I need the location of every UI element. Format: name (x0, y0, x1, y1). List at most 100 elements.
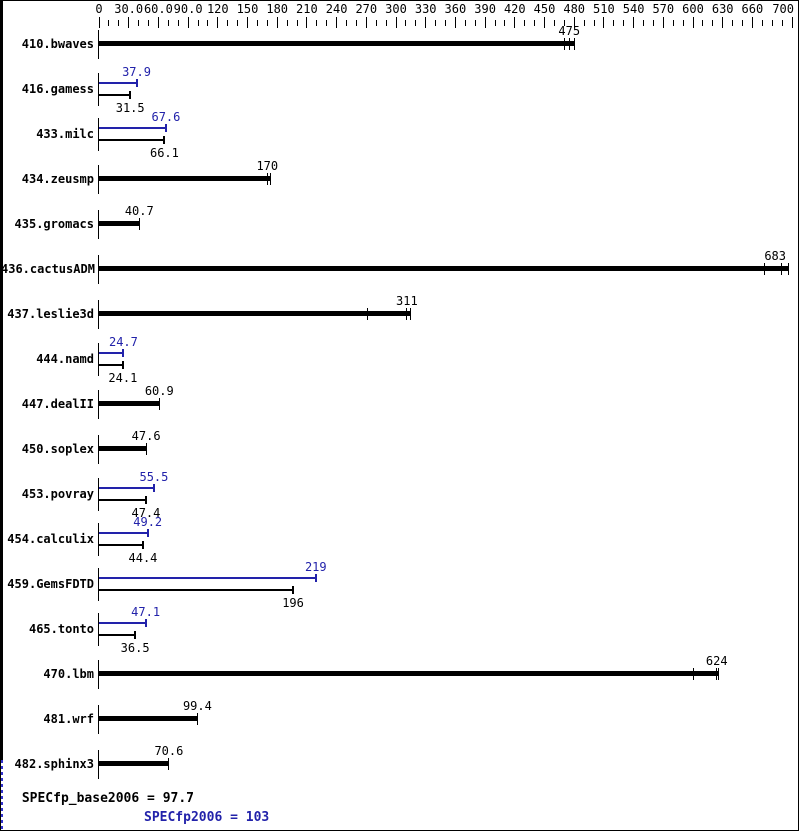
row-baseline (98, 478, 99, 511)
base-mean-line (1, 1, 3, 760)
base-value: 311 (396, 294, 418, 308)
axis-tick-label: 300 (385, 2, 407, 16)
base-bar (99, 761, 169, 766)
run-tick (145, 443, 147, 455)
base-bar (99, 176, 271, 181)
axis-minor-tick (108, 20, 110, 26)
run-tick (563, 38, 565, 50)
axis-minor-tick (266, 20, 268, 26)
peak-end-tick (146, 529, 149, 537)
run-tick (366, 308, 368, 320)
benchmark-label: 444.namd (36, 352, 94, 366)
axis-major-tick (395, 17, 397, 28)
row-baseline (98, 255, 99, 284)
axis-tick-label: 420 (503, 2, 526, 16)
axis-minor-tick (435, 20, 437, 26)
base-value: 24.1 (108, 371, 138, 385)
axis-tick-label: 240 (325, 2, 348, 16)
axis-major-tick (633, 17, 635, 28)
axis-major-tick (722, 17, 724, 28)
benchmark-label: 481.wrf (43, 712, 94, 726)
peak-value: 47.1 (131, 605, 161, 619)
run-tick (787, 263, 789, 275)
axis-minor-tick (672, 20, 674, 26)
peak-bar (99, 352, 124, 354)
axis-tick-label: 270 (355, 2, 378, 16)
axis-tick-label: 700 (772, 2, 794, 16)
peak-bar (99, 532, 148, 534)
axis-minor-tick (207, 20, 209, 26)
axis-tick-label: 60.0 (143, 2, 173, 16)
run-tick (780, 263, 782, 275)
benchmark-label: 410.bwaves (21, 37, 94, 51)
axis-minor-tick (613, 20, 615, 26)
axis-tick-label: 90.0 (173, 2, 203, 16)
axis-minor-tick (702, 20, 704, 26)
axis-tick-label: 510 (593, 2, 615, 16)
base-end-tick (292, 586, 295, 594)
axis-tick-label: 660 (741, 2, 764, 16)
axis-major-tick (98, 17, 100, 28)
axis-tick-label: 390 (474, 2, 496, 16)
row-baseline (98, 568, 99, 601)
peak-mean-label: SPECfp2006 = 103 (144, 810, 270, 825)
axis-minor-tick (643, 20, 644, 26)
peak-value: 24.7 (108, 335, 138, 349)
base-bar (99, 41, 575, 46)
axis-major-tick (751, 17, 753, 28)
benchmark-label: 447.dealII (21, 397, 94, 411)
base-value: 40.7 (124, 204, 154, 218)
axis-major-tick (425, 17, 427, 28)
axis-tick-label: 30.0 (114, 2, 144, 16)
base-bar (99, 589, 294, 591)
benchmark-label: 416.gamess (21, 82, 94, 96)
peak-value: 67.6 (151, 110, 181, 124)
axis-minor-tick (494, 20, 496, 26)
base-bar (99, 544, 143, 546)
base-end-tick (163, 136, 166, 144)
base-end-tick (134, 631, 137, 639)
axis-major-tick (128, 17, 130, 28)
row-baseline (98, 705, 99, 734)
axis-minor-tick (682, 20, 684, 26)
axis-tick-label: 600 (682, 2, 704, 16)
base-bar (99, 634, 136, 636)
base-bar (99, 401, 160, 406)
axis-minor-tick (346, 20, 347, 26)
row-baseline (98, 300, 99, 329)
peak-bar (99, 622, 146, 624)
benchmark-label: 434.zeusmp (21, 172, 94, 186)
base-value: 60.9 (144, 384, 174, 398)
axis-minor-tick (256, 20, 258, 26)
axis-major-tick (573, 17, 575, 28)
row-baseline (98, 343, 99, 376)
axis-minor-tick (197, 20, 199, 26)
peak-value: 49.2 (133, 515, 163, 529)
run-tick (168, 758, 170, 770)
peak-bar (99, 577, 316, 579)
run-tick (692, 668, 694, 680)
base-end-tick (129, 91, 132, 99)
base-value: 624 (705, 654, 728, 668)
axis-minor-tick (405, 20, 407, 26)
axis-major-tick (514, 17, 516, 28)
base-value: 475 (558, 24, 581, 38)
axis-minor-tick (355, 20, 357, 26)
axis-minor-tick (375, 20, 377, 26)
row-baseline (98, 165, 99, 194)
benchmark-label: 465.tonto (28, 622, 94, 636)
axis-major-tick (791, 17, 793, 28)
axis-tick-label: 210 (296, 2, 318, 16)
benchmark-label: 436.cactusADM (1, 262, 95, 276)
axis-tick-label: 630 (711, 2, 734, 16)
axis-minor-tick (177, 20, 179, 26)
axis-major-tick (276, 17, 278, 28)
run-tick (158, 398, 160, 410)
axis-major-tick (484, 17, 486, 28)
axis-minor-tick (732, 20, 734, 26)
run-tick (269, 173, 271, 185)
base-value: 196 (282, 596, 304, 610)
base-bar (99, 221, 140, 226)
row-baseline (98, 523, 99, 556)
peak-mean-line (1, 760, 3, 830)
